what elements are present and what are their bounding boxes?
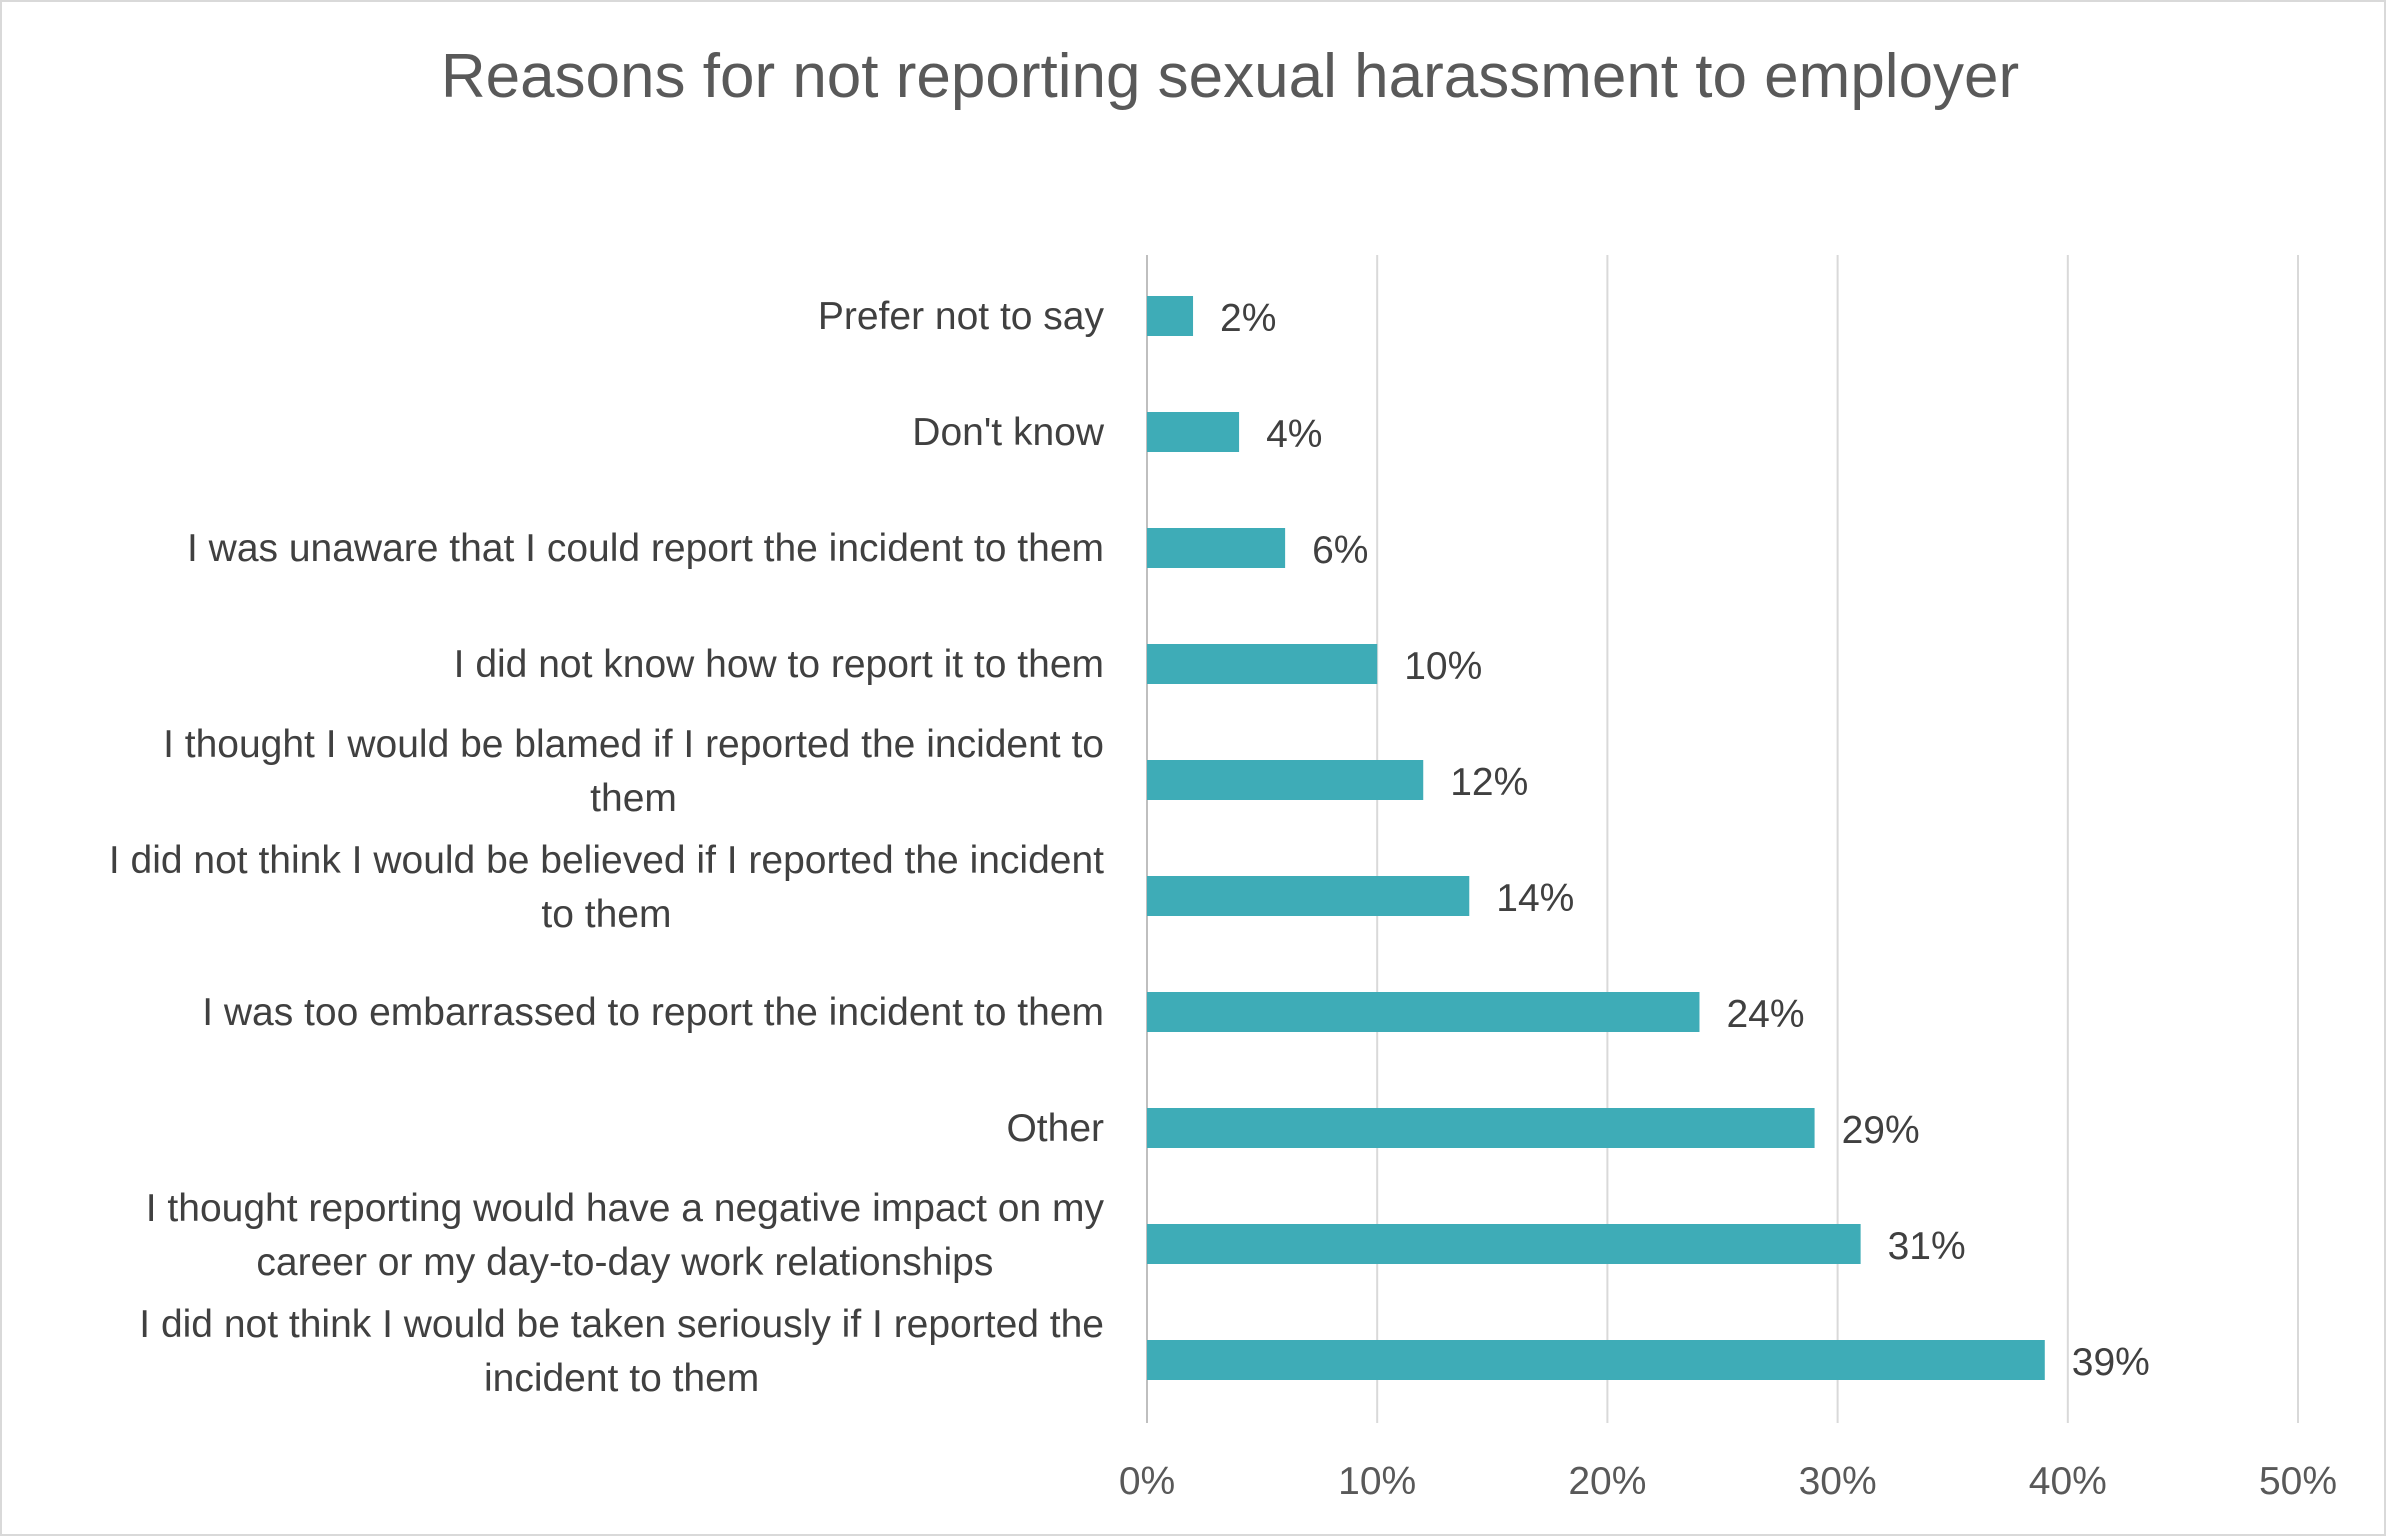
bar: [1147, 992, 1700, 1032]
data-label: 4%: [1266, 413, 1322, 456]
category-label-line: I did not think I would be taken serious…: [139, 1303, 1104, 1346]
category-label: I did not know how to report it to them: [454, 643, 1104, 686]
data-label: 14%: [1496, 877, 1574, 920]
x-tick-label: 20%: [1568, 1460, 1646, 1503]
category-label: I thought reporting would have a negativ…: [146, 1187, 1105, 1284]
chart-title: Reasons for not reporting sexual harassm…: [441, 42, 2019, 111]
bar: [1147, 412, 1240, 452]
x-tick-label: 30%: [1799, 1460, 1877, 1503]
bar: [1147, 1108, 1815, 1148]
x-tick-label: 40%: [2029, 1460, 2107, 1503]
data-label: 12%: [1450, 761, 1528, 804]
data-label: 29%: [1842, 1109, 1920, 1152]
data-label: 39%: [2072, 1341, 2150, 1384]
bar: [1147, 1340, 2045, 1380]
x-tick-label: 50%: [2259, 1460, 2337, 1503]
category-label: Prefer not to say: [818, 295, 1105, 338]
bars: [1147, 296, 2045, 1380]
category-label-line: I did not think I would be believed if I…: [109, 839, 1104, 882]
category-label-line: them: [590, 777, 677, 820]
category-label: I did not think I would be taken serious…: [139, 1303, 1104, 1400]
category-labels: Prefer not to say Don't know I was unaware…: [109, 295, 1105, 1400]
category-label-line: to them: [541, 893, 671, 936]
bar: [1147, 1224, 1861, 1264]
category-label: I was unaware that I could report the in…: [187, 527, 1104, 570]
category-label-line: I thought reporting would have a negativ…: [146, 1187, 1105, 1230]
data-label: 2%: [1220, 297, 1276, 340]
bar: [1147, 760, 1424, 800]
category-label-line: incident to them: [484, 1357, 759, 1400]
category-label: I did not think I would be believed if I…: [109, 839, 1104, 936]
category-label-line: career or my day-to-day work relationshi…: [256, 1241, 993, 1284]
data-label: 31%: [1888, 1225, 1966, 1268]
data-label: 6%: [1312, 529, 1368, 572]
category-label: Don't know: [912, 411, 1105, 454]
x-tick-label: 0%: [1119, 1460, 1175, 1503]
bar: [1147, 644, 1378, 684]
x-tick-labels: 0% 10% 20% 30% 40% 50%: [1119, 1460, 2337, 1503]
data-labels: 2% 4% 6% 10% 12% 14% 24% 29% 31% 39%: [1220, 297, 2150, 1384]
bar: [1147, 296, 1194, 336]
data-label: 10%: [1404, 645, 1482, 688]
category-label-line: I thought I would be blamed if I reporte…: [163, 723, 1104, 766]
bar: [1147, 876, 1470, 916]
category-label: Other: [1006, 1107, 1104, 1150]
data-label: 24%: [1726, 993, 1804, 1036]
x-tick-label: 10%: [1338, 1460, 1416, 1503]
bar: [1147, 528, 1286, 568]
category-label: I was too embarrassed to report the inci…: [202, 991, 1104, 1034]
category-label: I thought I would be blamed if I reporte…: [163, 723, 1104, 820]
